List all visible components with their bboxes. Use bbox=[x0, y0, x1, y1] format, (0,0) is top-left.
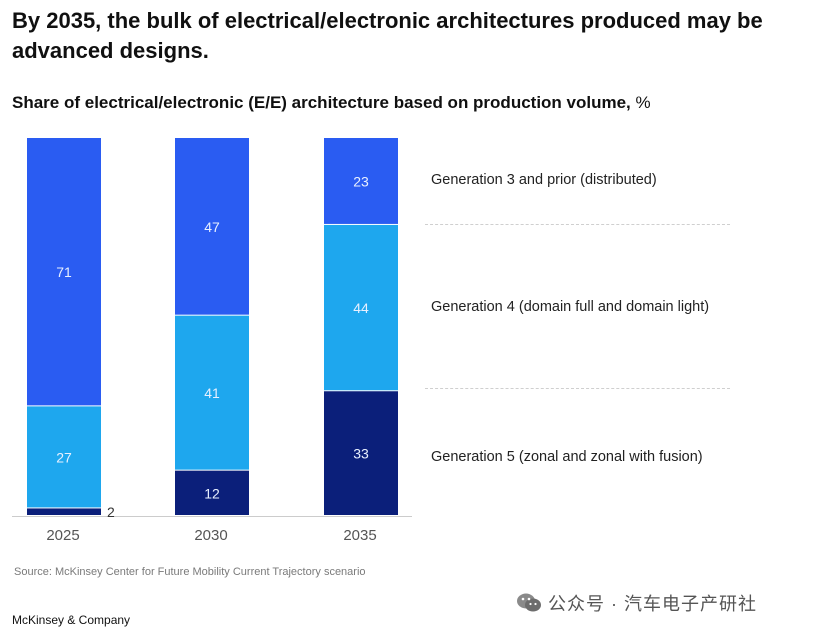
wechat-icon bbox=[516, 592, 542, 614]
bar-segment-2030-series-0 bbox=[175, 470, 249, 515]
x-tick-label-2030: 2030 bbox=[194, 527, 227, 544]
brand-name: McKinsey & Company bbox=[12, 613, 131, 627]
legend-gen3: Generation 3 and prior (distributed) bbox=[431, 172, 657, 188]
bar-segment-2035-series-2 bbox=[324, 138, 398, 224]
data-label-2035-series-0: 33 bbox=[353, 446, 369, 462]
bar-segment-2025-series-2 bbox=[27, 138, 101, 406]
data-label-2030-series-0: 12 bbox=[204, 485, 220, 501]
data-label-outside-2025-series-0: 2 bbox=[107, 504, 115, 520]
chart-subtitle: Share of electrical/electronic (E/E) arc… bbox=[12, 93, 651, 113]
bar-segment-2030-series-2 bbox=[175, 138, 249, 315]
subtitle-text: Share of electrical/electronic (E/E) arc… bbox=[12, 93, 631, 112]
x-tick-label-2025: 2025 bbox=[46, 527, 79, 544]
stacked-bar-chart: 2 27 71 2025 12 41 47 2030 33 44 23 2035 bbox=[12, 138, 412, 544]
wechat-watermark: 公众号 · 汽车电子产研社 bbox=[516, 590, 757, 616]
data-label-2030-series-1: 41 bbox=[204, 385, 220, 401]
bar-segment-2025-series-0 bbox=[27, 508, 101, 515]
data-label-2035-series-1: 44 bbox=[353, 300, 369, 316]
legend-gen5: Generation 5 (zonal and zonal with fusio… bbox=[431, 449, 703, 465]
legend-gen4: Generation 4 (domain full and domain lig… bbox=[431, 299, 710, 315]
bar-segment-2025-series-1 bbox=[27, 406, 101, 508]
data-label-2030-series-2: 47 bbox=[204, 219, 220, 235]
data-label-2025-series-1: 27 bbox=[56, 449, 72, 465]
bar-segment-2035-series-1 bbox=[324, 224, 398, 391]
data-label-2025-series-2: 71 bbox=[56, 264, 72, 280]
watermark-text: 公众号 · 汽车电子产研社 bbox=[548, 594, 757, 614]
subtitle-unit: % bbox=[635, 93, 651, 112]
bar-segment-2030-series-1 bbox=[175, 315, 249, 470]
source-note: Source: McKinsey Center for Future Mobil… bbox=[14, 566, 366, 578]
legend-divider bbox=[425, 388, 730, 389]
legend-divider bbox=[425, 224, 730, 225]
chart-headline: By 2035, the bulk of electrical/electron… bbox=[12, 8, 763, 63]
bar-segment-2035-series-0 bbox=[324, 391, 398, 515]
x-tick-label-2035: 2035 bbox=[343, 527, 376, 544]
data-label-2035-series-2: 23 bbox=[353, 173, 369, 189]
